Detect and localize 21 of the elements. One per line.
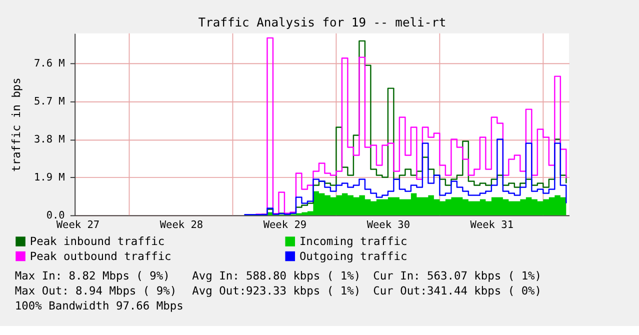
text: Cur Out:341.44 kbps ( 0%) [373, 284, 542, 298]
x-tick-label: Week 31 [470, 218, 514, 231]
y-tick-label: 3.8 M [34, 134, 65, 146]
text: Max In: 8.82 Mbps ( 9%) [14, 270, 170, 283]
y-tick-label: 7.6 M [34, 58, 65, 70]
legend-label: Peak outbound traffic [30, 250, 172, 264]
x-tick-label: Week 28 [160, 218, 204, 231]
y-tick-label: 1.9 M [34, 172, 65, 184]
x-tick-label: Week 29 [263, 218, 307, 231]
y-axis-title: traffic in bps [10, 78, 23, 172]
chart-title: Traffic Analysis for 19 -- meli-rt [198, 15, 446, 30]
y-tick-label: 5.7 M [34, 96, 65, 108]
x-tick-label: Week 30 [366, 218, 410, 231]
text: Cur In: 563.07 kbps ( 1%) [373, 270, 542, 283]
legend-label: Incoming traffic [299, 235, 408, 248]
text: Max Out: 8.94 Mbps ( 9%) [14, 284, 177, 298]
text: Avg Out:923.33 kbps ( 1%) [192, 284, 361, 298]
text: Avg In: 588.80 kbps ( 1%) [192, 270, 361, 283]
text: 100% Bandwidth 97.66 Mbps [14, 299, 184, 312]
legend-label: Outgoing traffic [299, 250, 408, 264]
legend-label: Peak inbound traffic [30, 235, 165, 248]
